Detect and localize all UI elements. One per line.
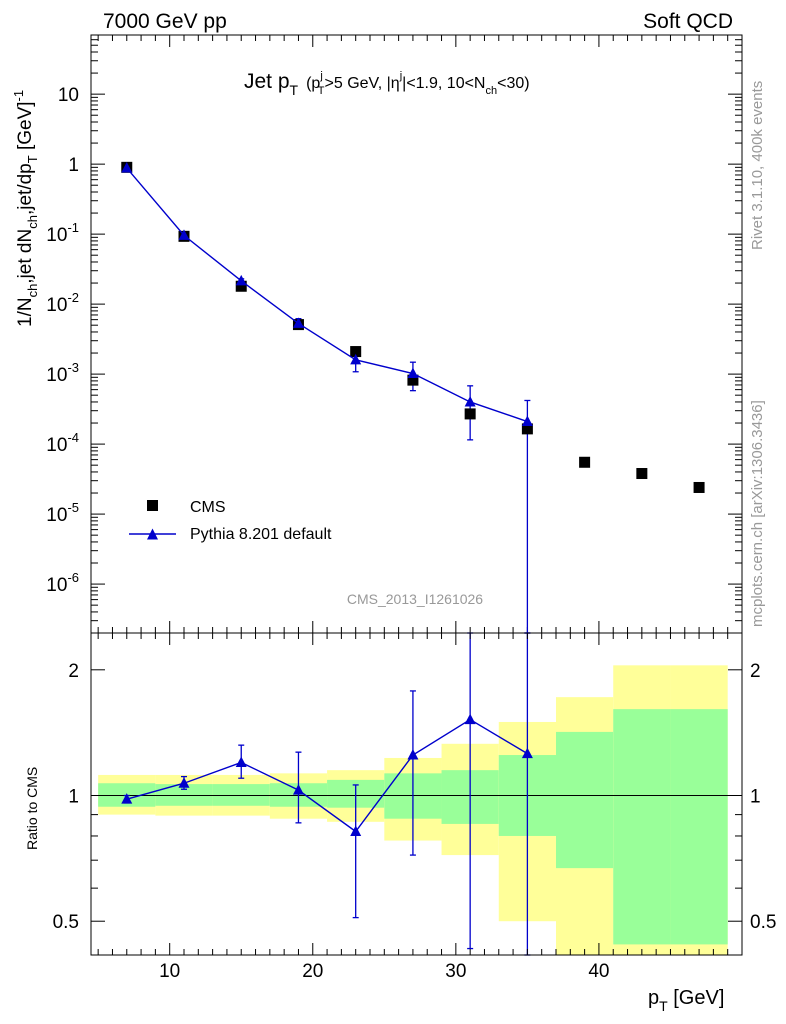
plot-title: Jet pT (pj T>5 GeV, |ηj|<1.9, 10<Nch<30): [244, 70, 530, 98]
ratio-point-pythia: [235, 756, 247, 767]
data-point-cms: [407, 374, 419, 386]
header-left: 7000 GeV pp: [103, 10, 227, 33]
ratio-point-pythia: [407, 749, 419, 760]
data-point-cms: [235, 280, 247, 292]
ratio-y-tick-label-right: 0.5: [750, 912, 776, 933]
ratio-y-tick-label-right: 1: [750, 787, 761, 808]
ratio-marks: [121, 632, 533, 956]
legend: CMS Pythia 8.201 default: [129, 499, 332, 543]
data-point-cms: [350, 346, 362, 358]
main-y-ticks: 10-6 10-5 10-4 10-3 10-2 10-1 1 10: [46, 34, 742, 634]
main-y-tick-label: 10-2: [46, 290, 79, 316]
data-point-cms: [521, 423, 533, 435]
x-tick-label: 40: [588, 961, 609, 982]
main-y-tick-label: 10-6: [46, 570, 79, 596]
data-point-pythia: [235, 274, 247, 286]
legend-data-marker: [147, 500, 158, 511]
data-point-pythia: [292, 317, 304, 328]
ratio-band-inner: [613, 709, 671, 945]
ratio-point-pythia: [178, 777, 190, 788]
x-tick-label: 30: [445, 961, 466, 982]
x-tick-label: 20: [302, 961, 323, 982]
data-point-pythia: [350, 353, 362, 365]
main-x-ticks: [97, 35, 729, 633]
rivet-label: Rivet 3.1.10, 400k events: [749, 81, 766, 250]
ratio-x-ticks: 10 20 30 40: [97, 633, 729, 982]
main-y-tick-label: 10-1: [46, 220, 79, 246]
ratio-y-axis-label: Ratio to CMS: [24, 767, 40, 850]
ratio-point-pythia: [121, 793, 133, 804]
data-point-pythia: [407, 367, 419, 379]
ratio-y-tick-label-right: 2: [750, 661, 761, 682]
data-point-pythia: [121, 162, 133, 173]
main-y-tick-label: 10-5: [46, 500, 79, 526]
legend-mc-marker: [147, 528, 158, 540]
main-y-tick-label: 10-4: [46, 430, 79, 456]
data-point-cms: [464, 408, 476, 420]
main-y-axis-label: 1/Nch,jet dNch,jet/dpT [GeV]-1: [11, 90, 40, 327]
ratio-band-inner: [212, 784, 270, 806]
ratio-point-pythia: [292, 784, 304, 795]
ratio-frame: [90, 632, 743, 956]
ratio-band-inner: [155, 784, 213, 806]
mcplots-label: mcplots.cern.ch [arXiv:1306.3436]: [749, 400, 766, 627]
main-marks: [121, 161, 705, 634]
legend-data-label: CMS: [190, 499, 226, 516]
ratio-y-tick-label-left: 0.5: [53, 912, 79, 933]
data-point-cms: [636, 468, 648, 480]
main-frame: [90, 34, 743, 634]
data-point-pythia: [464, 395, 476, 407]
ratio-y-ticks: 0.5 0.5 1 1 2 2: [53, 661, 777, 933]
main-y-tick-label: 1: [68, 155, 79, 176]
ratio-point-pythia: [521, 747, 533, 759]
data-point-pythia: [521, 415, 533, 427]
x-axis-label: pT [GeV]: [648, 987, 724, 1014]
data-point-pythia: [178, 229, 190, 240]
main-y-tick-label: 10: [58, 85, 79, 106]
ratio-point-pythia: [350, 825, 362, 836]
ratio-line: [126, 718, 528, 833]
ratio-band-inner: [556, 731, 614, 869]
ratio-band-inner: [670, 709, 728, 945]
ratio-panel: 10 20 30 40 0.5 0.5 1 1 2 2: [53, 632, 777, 982]
legend-mc-label: Pythia 8.201 default: [190, 526, 332, 543]
x-tick-label: 10: [159, 961, 180, 982]
main-y-tick-label: 10-3: [46, 360, 79, 386]
analysis-label: CMS_2013_I1261026: [347, 591, 483, 607]
header-right: Soft QCD: [643, 10, 733, 33]
data-point-cms: [579, 456, 591, 468]
data-point-cms: [693, 481, 705, 493]
mc-line: [126, 167, 528, 423]
ratio-y-tick-label-left: 1: [68, 787, 79, 808]
ratio-y-tick-label-left: 2: [68, 661, 79, 682]
ratio-point-pythia: [464, 713, 476, 725]
main-panel: 10-6 10-5 10-4 10-3 10-2 10-1 1 10: [46, 34, 743, 634]
